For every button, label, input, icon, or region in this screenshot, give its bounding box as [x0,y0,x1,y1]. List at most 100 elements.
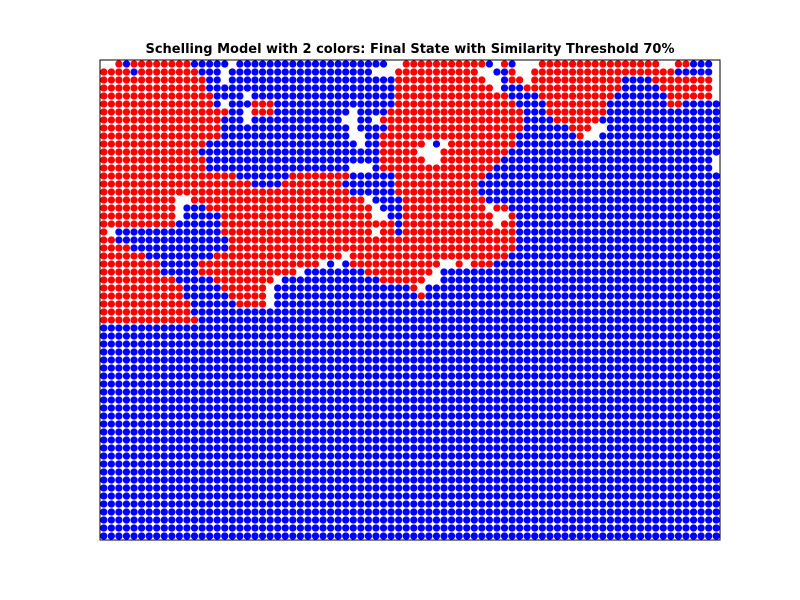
agent-blue [115,436,123,444]
agent-blue [425,460,433,468]
agent-blue [198,220,206,228]
agent-red [395,140,403,148]
agent-blue [357,452,365,460]
agent-red [447,148,456,156]
agent-blue [546,292,554,300]
agent-blue [274,460,282,468]
agent-blue [576,140,584,148]
agent-blue [705,524,713,532]
agent-red [470,108,478,116]
agent-blue [100,428,108,436]
agent-red [425,68,433,76]
agent-blue [319,68,327,76]
agent-red [168,60,176,68]
agent-blue [667,524,675,532]
agent-blue [100,356,108,364]
agent-blue [705,292,713,300]
agent-red [137,268,146,276]
agent-blue [614,500,622,508]
agent-blue [440,524,448,532]
agent-red [168,140,176,148]
agent-blue [296,364,304,372]
agent-red [243,204,252,212]
agent-blue [523,348,531,356]
agent-blue [682,428,690,436]
agent-blue [531,484,539,492]
agent-blue [206,412,214,420]
agent-blue [274,340,282,348]
agent-blue [599,348,607,356]
agent-red [584,108,592,116]
agent-blue [614,340,622,348]
agent-blue [379,508,388,516]
agent-blue [455,292,463,300]
agent-blue [508,468,516,476]
agent-blue [689,244,698,252]
agent-red [387,124,395,132]
agent-blue [523,340,531,348]
agent-blue [311,140,320,148]
agent-blue [568,316,577,324]
agent-blue [712,388,720,396]
agent-blue [576,516,584,524]
agent-red [304,252,312,260]
agent-blue [326,116,335,124]
agent-red [357,252,365,260]
agent-blue [319,332,327,340]
agent-blue [243,444,252,452]
agent-blue [697,156,705,164]
agent-red [455,212,463,220]
agent-blue [697,244,705,252]
agent-red [137,188,146,196]
agent-blue [221,404,229,412]
agent-blue [516,196,524,204]
agent-blue [599,516,607,524]
agent-blue [697,260,705,268]
agent-red [145,164,153,172]
agent-red [342,244,350,252]
agent-blue [568,340,577,348]
agent-blue [296,348,304,356]
agent-red [145,60,153,68]
agent-blue [705,508,713,516]
agent-blue [636,444,645,452]
agent-blue [289,284,297,292]
agent-blue [357,356,365,364]
agent-blue [395,308,403,316]
agent-blue [546,244,554,252]
agent-blue [682,492,690,500]
agent-blue [478,524,486,532]
agent-blue [636,276,645,284]
agent-blue [538,524,546,532]
agent-blue [296,500,304,508]
agent-blue [659,444,667,452]
agent-blue [697,252,705,260]
agent-red [387,276,395,284]
agent-red [440,220,448,228]
agent-blue [546,124,554,132]
agent-blue [568,284,577,292]
agent-red [122,76,131,84]
agent-red [538,60,546,68]
agent-blue [689,492,698,500]
agent-blue [447,420,456,428]
agent-blue [183,452,191,460]
agent-blue [326,484,335,492]
agent-blue [629,132,637,140]
agent-blue [395,356,403,364]
agent-blue [311,420,320,428]
agent-blue [137,236,146,244]
agent-blue [689,284,698,292]
agent-blue [213,452,221,460]
agent-blue [175,436,184,444]
agent-red [410,60,418,68]
agent-blue [697,108,705,116]
agent-red [122,164,131,172]
agent-blue [372,292,380,300]
agent-blue [417,404,425,412]
agent-blue [326,284,335,292]
agent-blue [621,284,630,292]
agent-blue [674,476,683,484]
agent-blue [349,92,357,100]
agent-blue [160,340,168,348]
